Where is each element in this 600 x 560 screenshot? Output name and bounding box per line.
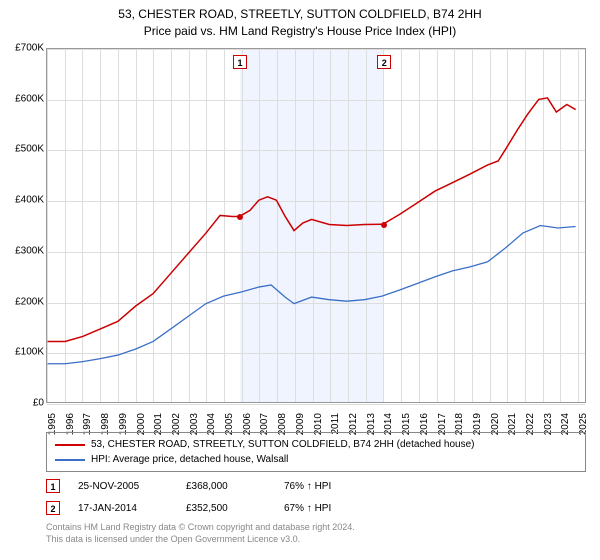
legend-swatch-2 bbox=[55, 459, 85, 461]
y-axis-tick-label: £500K bbox=[0, 144, 44, 155]
chart-svg bbox=[47, 49, 585, 402]
y-axis-tick-label: £200K bbox=[0, 296, 44, 307]
sale-row-1: 1 25-NOV-2005 £368,000 76% ↑ HPI bbox=[46, 476, 586, 496]
sale-marker-1: 1 bbox=[46, 479, 60, 493]
legend-swatch-1 bbox=[55, 444, 85, 446]
chart-plot-area: 1995199619971998199920002001200220032004… bbox=[46, 48, 586, 403]
legend-box: 53, CHESTER ROAD, STREETLY, SUTTON COLDF… bbox=[46, 432, 586, 472]
sale-rows: 1 25-NOV-2005 £368,000 76% ↑ HPI 2 17-JA… bbox=[46, 476, 586, 520]
sale-hpi-2: 67% ↑ HPI bbox=[284, 503, 374, 514]
sale-marker-box-1: 1 bbox=[233, 55, 247, 69]
y-axis-tick-label: £700K bbox=[0, 43, 44, 54]
y-axis-tick-label: £600K bbox=[0, 93, 44, 104]
title-line2: Price paid vs. HM Land Registry's House … bbox=[0, 23, 600, 40]
sale-hpi-1: 76% ↑ HPI bbox=[284, 481, 374, 492]
legend-row-2: HPI: Average price, detached house, Wals… bbox=[55, 452, 577, 467]
series-hpi bbox=[48, 226, 576, 364]
title-line1: 53, CHESTER ROAD, STREETLY, SUTTON COLDF… bbox=[0, 6, 600, 23]
sale-marker-box-2: 2 bbox=[377, 55, 391, 69]
sale-marker-2: 2 bbox=[46, 501, 60, 515]
gridline-h bbox=[47, 404, 585, 405]
y-axis-tick-label: £100K bbox=[0, 347, 44, 358]
y-axis-tick-label: £400K bbox=[0, 195, 44, 206]
title-block: 53, CHESTER ROAD, STREETLY, SUTTON COLDF… bbox=[0, 0, 600, 40]
sale-price-1: £368,000 bbox=[186, 481, 266, 492]
chart-container: 53, CHESTER ROAD, STREETLY, SUTTON COLDF… bbox=[0, 0, 600, 560]
sale-dot-1 bbox=[237, 214, 243, 220]
legend-label-1: 53, CHESTER ROAD, STREETLY, SUTTON COLDF… bbox=[91, 437, 474, 452]
sale-price-2: £352,500 bbox=[186, 503, 266, 514]
y-axis-tick-label: £0 bbox=[0, 398, 44, 409]
series-price_paid bbox=[48, 98, 576, 342]
footer-attribution: Contains HM Land Registry data © Crown c… bbox=[46, 522, 586, 545]
footer-line2: This data is licensed under the Open Gov… bbox=[46, 534, 586, 546]
sale-date-2: 17-JAN-2014 bbox=[78, 503, 168, 514]
legend-label-2: HPI: Average price, detached house, Wals… bbox=[91, 452, 288, 467]
legend-row-1: 53, CHESTER ROAD, STREETLY, SUTTON COLDF… bbox=[55, 437, 577, 452]
footer-line1: Contains HM Land Registry data © Crown c… bbox=[46, 522, 586, 534]
y-axis-tick-label: £300K bbox=[0, 245, 44, 256]
sale-dot-2 bbox=[381, 222, 387, 228]
sale-row-2: 2 17-JAN-2014 £352,500 67% ↑ HPI bbox=[46, 498, 586, 518]
sale-date-1: 25-NOV-2005 bbox=[78, 481, 168, 492]
